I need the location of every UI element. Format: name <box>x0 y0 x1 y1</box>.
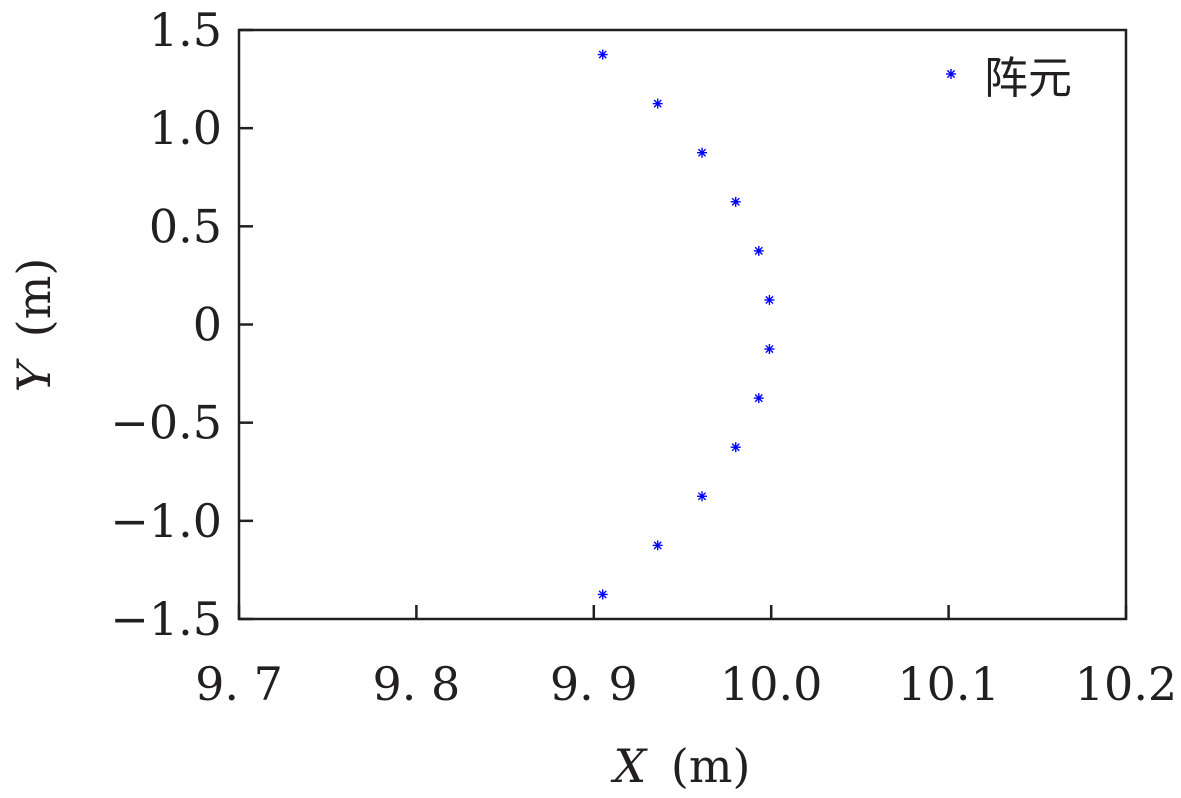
x-axis-variable: X <box>611 739 649 793</box>
x-tick-label: 9. 8 <box>373 657 461 711</box>
y-tick-label: −0.5 <box>110 396 222 450</box>
x-axis-unit: (m) <box>671 739 751 793</box>
x-tick-label: 10.1 <box>897 657 999 711</box>
x-tick-label: 10.2 <box>1075 657 1177 711</box>
legend-star <box>946 69 956 79</box>
x-tick-label: 9. 9 <box>550 657 638 711</box>
y-tick-label: 0.5 <box>149 199 222 253</box>
y-axis-variable: Y <box>7 357 61 392</box>
x-tick-label: 10.0 <box>720 657 822 711</box>
y-tick-label: 1.0 <box>149 101 222 155</box>
legend-marker-icon <box>946 69 956 79</box>
data-point <box>730 442 741 453</box>
data-point <box>597 589 608 600</box>
data-point <box>652 98 663 109</box>
data-point <box>764 344 775 355</box>
data-point <box>753 393 764 404</box>
x-axis-ticks: 9. 7 9. 8 9. 9 10.0 10.1 10.2 <box>195 605 1177 711</box>
y-axis-title: Y (m) <box>7 258 61 393</box>
data-point <box>652 540 663 551</box>
plot-frame <box>237 28 1128 621</box>
legend-label: 阵元 <box>984 53 1072 104</box>
y-axis-ticks: 1.5 1.0 0.5 0 −0.5 −1.0 −1.5 <box>110 3 253 646</box>
y-tick-label: 0 <box>193 298 222 352</box>
x-tick-label: 9. 7 <box>195 657 283 711</box>
data-point <box>697 147 708 158</box>
data-point <box>730 196 741 207</box>
y-tick-label: 1.5 <box>149 3 222 57</box>
y-tick-label: −1.5 <box>110 592 222 646</box>
y-tick-label: −1.0 <box>110 494 222 548</box>
legend: 阵元 <box>946 53 1072 104</box>
data-point <box>597 49 608 60</box>
data-point <box>764 294 775 305</box>
data-point <box>753 245 764 256</box>
data-points <box>597 49 775 600</box>
data-point <box>697 491 708 502</box>
y-axis-unit: (m) <box>7 258 61 338</box>
x-axis-title: X (m) <box>611 739 751 793</box>
